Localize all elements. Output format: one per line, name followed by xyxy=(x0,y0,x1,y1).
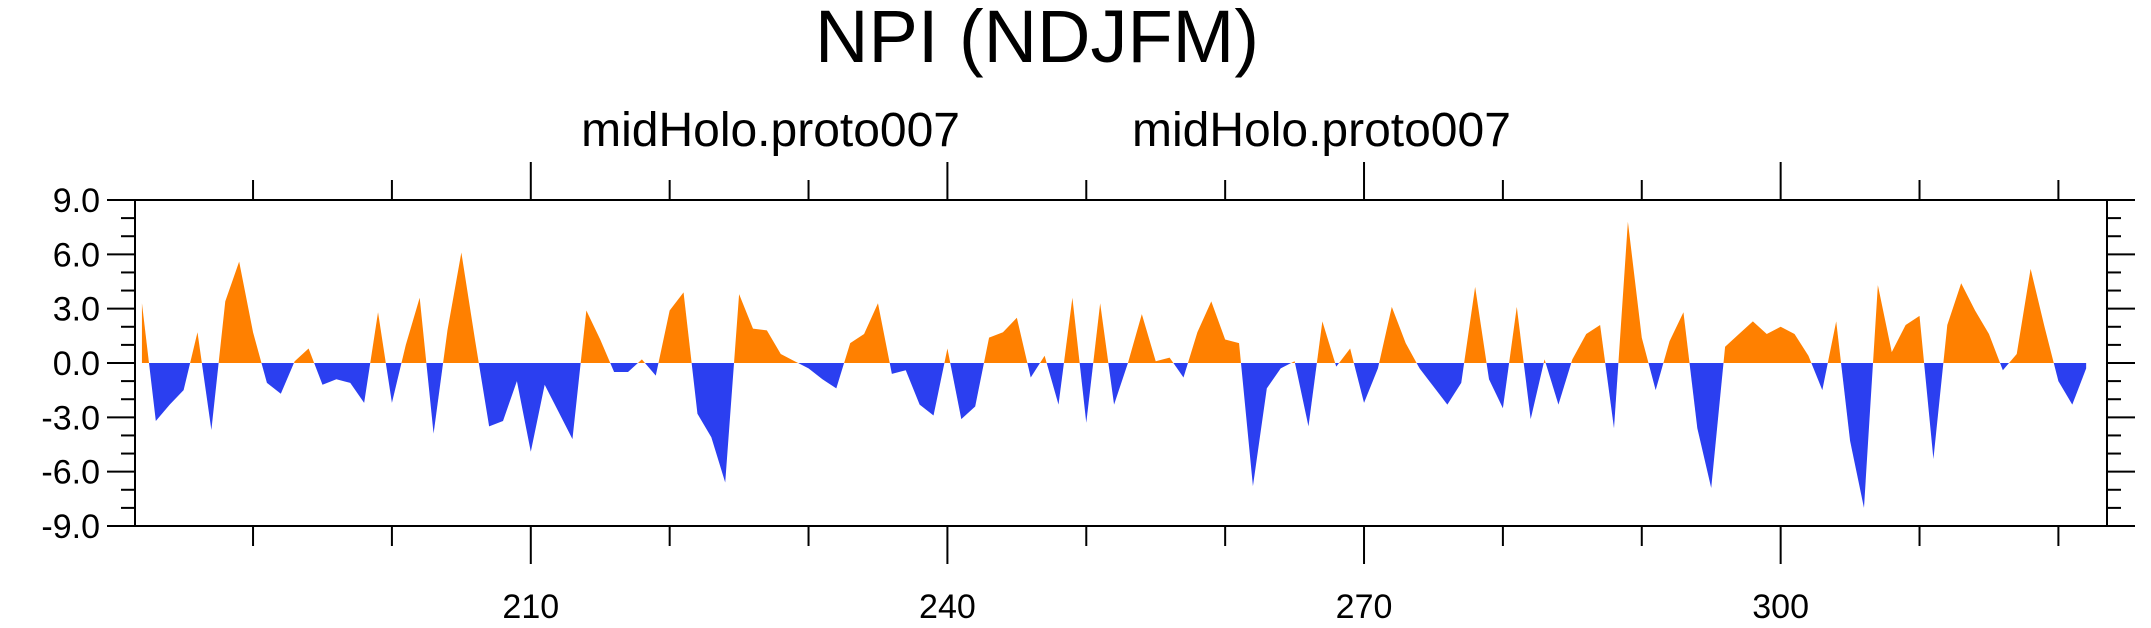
plot-frame xyxy=(134,199,2108,527)
positive-area xyxy=(844,303,890,363)
positive-area xyxy=(1093,303,1109,363)
y-tick-label: -3.0 xyxy=(41,399,100,437)
positive-area xyxy=(1187,301,1241,363)
axis-tick-labels: -9.0 -6.0 -3.0 0.0 3.0 6.0 9.0 210 240 270 300 xyxy=(41,182,1809,626)
positive-area xyxy=(1543,359,1546,363)
positive-area xyxy=(1827,321,1842,363)
negative-area xyxy=(1486,363,1510,409)
negative-area xyxy=(1294,363,1317,427)
chart-subtitle-left: midHolo.proto007 xyxy=(581,104,960,157)
negative-area xyxy=(1353,363,1380,403)
negative-area xyxy=(1811,363,1828,391)
negative-area xyxy=(1841,363,1873,508)
y-tick-label: -6.0 xyxy=(41,454,100,492)
y-tick-label: 9.0 xyxy=(53,182,100,220)
positive-area xyxy=(1063,297,1080,363)
chart-title: NPI (NDJFM) xyxy=(815,0,1259,78)
positive-area xyxy=(1379,306,1417,363)
negative-area xyxy=(478,363,581,452)
positive-area xyxy=(1464,286,1487,363)
positive-area xyxy=(1571,324,1606,363)
negative-area xyxy=(1689,363,1724,488)
y-tick-label: 3.0 xyxy=(53,291,100,329)
positive-area xyxy=(734,294,799,363)
positive-area xyxy=(1943,283,2001,363)
y-tick-label: 6.0 xyxy=(53,236,100,274)
y-tick-label: -9.0 xyxy=(41,508,100,546)
chart-subtitle-right: midHolo.proto007 xyxy=(1132,104,1511,157)
x-tick-label: 210 xyxy=(502,588,559,626)
positive-area xyxy=(1316,321,1336,363)
negative-area xyxy=(1240,363,1292,487)
x-tick-label: 300 xyxy=(1752,588,1809,626)
positive-area xyxy=(658,292,692,363)
negative-area xyxy=(1046,363,1064,405)
negative-area xyxy=(950,363,984,420)
x-tick-label: 240 xyxy=(919,588,976,626)
positive-area xyxy=(637,359,645,363)
axis-ticks xyxy=(107,162,2135,564)
negative-area xyxy=(148,363,191,421)
positive-area xyxy=(401,297,427,363)
positive-area xyxy=(190,332,202,363)
negative-area xyxy=(2000,363,2010,371)
negative-area xyxy=(691,363,735,483)
negative-area xyxy=(1924,363,1944,459)
negative-area xyxy=(201,363,219,431)
positive-area xyxy=(1663,312,1690,363)
positive-area xyxy=(218,261,262,363)
negative-area xyxy=(644,363,659,376)
positive-area xyxy=(580,310,611,363)
positive-area xyxy=(1339,348,1354,363)
negative-area xyxy=(1545,363,1572,405)
positive-area xyxy=(1127,314,1174,363)
positive-area xyxy=(370,312,386,363)
positive-area xyxy=(1291,361,1295,363)
negative-area xyxy=(426,363,444,434)
positive-area xyxy=(293,348,315,363)
negative-area xyxy=(1079,363,1094,423)
negative-area xyxy=(2053,363,2087,405)
negative-area xyxy=(1108,363,1128,405)
negative-area xyxy=(889,363,945,416)
positive-area xyxy=(1039,355,1047,363)
negative-area xyxy=(1027,363,1040,378)
positive-area xyxy=(141,303,149,363)
positive-area xyxy=(944,348,951,363)
negative-area xyxy=(610,363,638,373)
positive-area xyxy=(983,317,1028,363)
area-fills xyxy=(141,221,2087,508)
positive-area xyxy=(1723,321,1812,363)
negative-area xyxy=(1416,363,1465,405)
negative-area xyxy=(798,363,845,389)
positive-area xyxy=(1618,221,1649,363)
negative-area xyxy=(1605,363,1619,429)
negative-area xyxy=(261,363,294,394)
positive-area xyxy=(1873,285,1925,363)
x-tick-label: 270 xyxy=(1336,588,1393,626)
negative-area xyxy=(1335,363,1340,367)
positive-area xyxy=(443,252,479,363)
negative-area xyxy=(314,363,371,403)
positive-area xyxy=(2009,268,2054,363)
negative-area xyxy=(1173,363,1188,378)
negative-area xyxy=(1648,363,1664,391)
y-tick-label: 0.0 xyxy=(53,345,100,383)
negative-area xyxy=(385,363,402,403)
positive-area xyxy=(1509,306,1524,363)
negative-area xyxy=(1523,363,1544,420)
